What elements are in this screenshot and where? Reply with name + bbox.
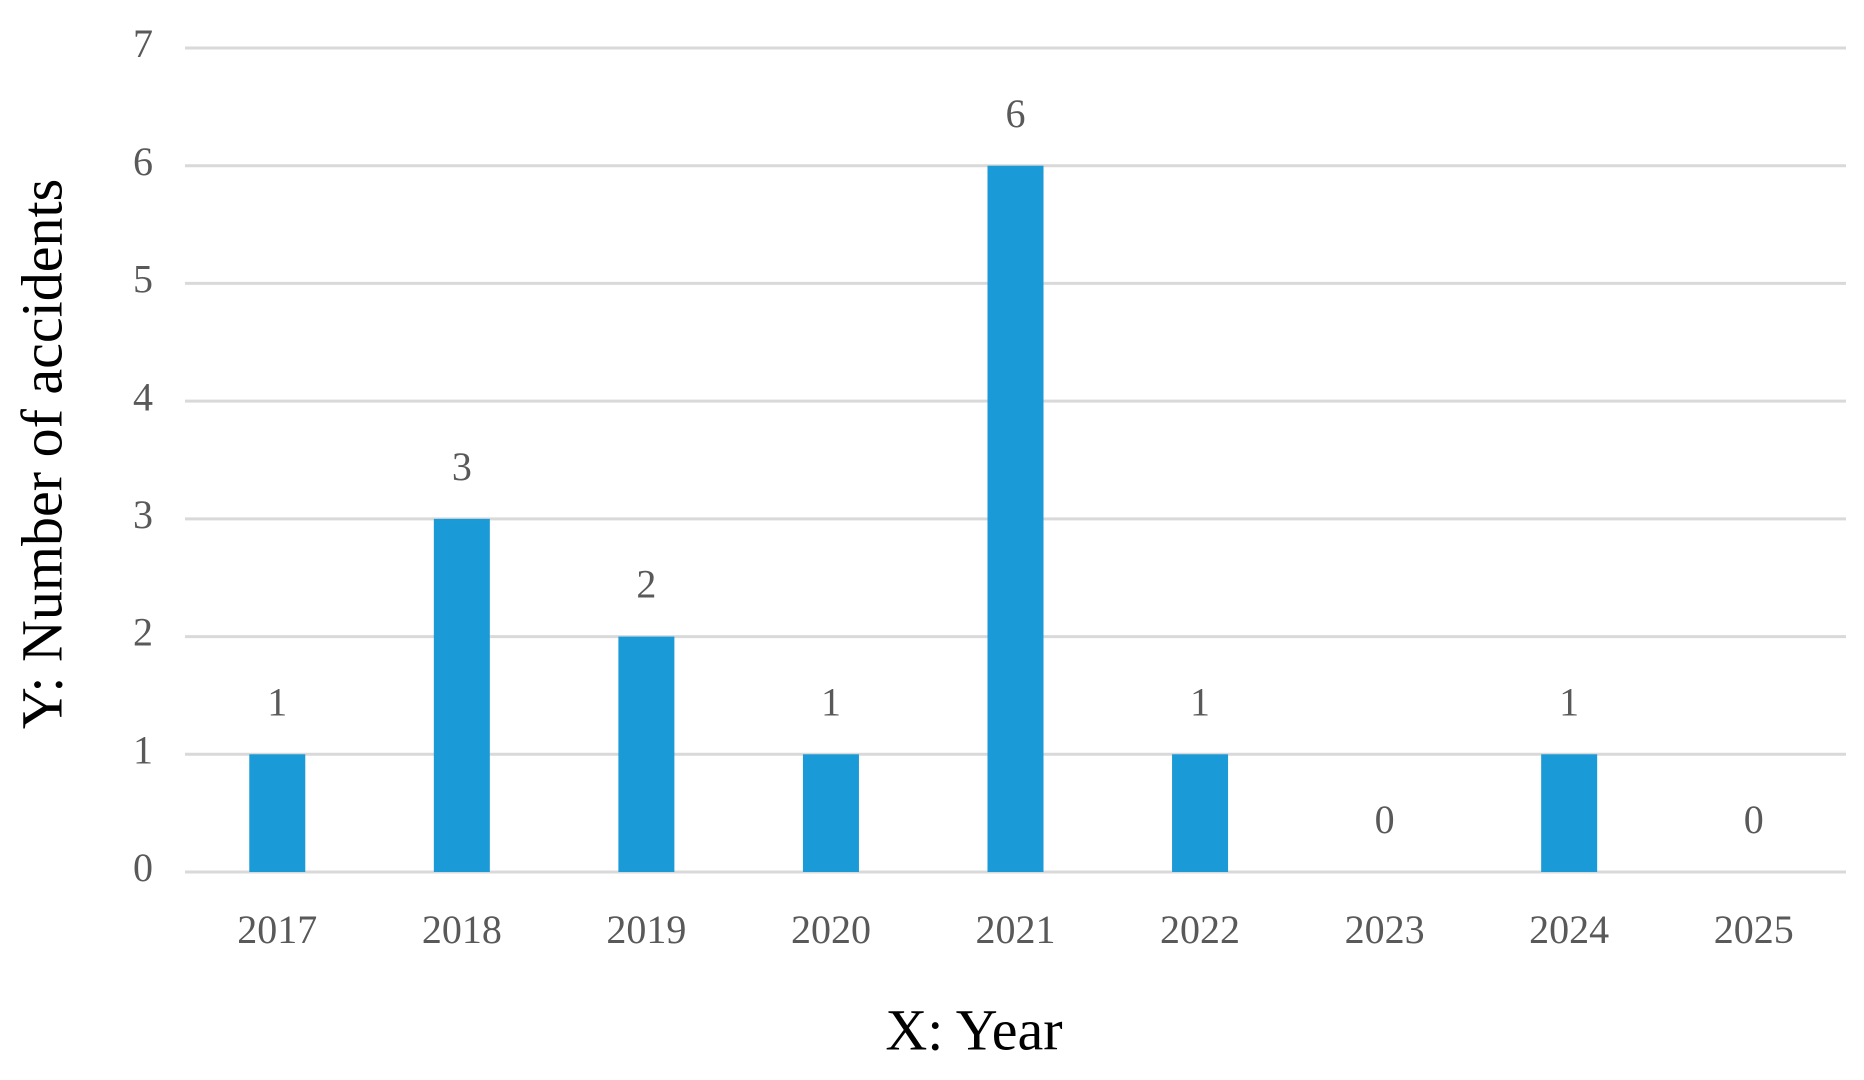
y-tick-label: 1 bbox=[133, 727, 153, 772]
bar bbox=[249, 754, 306, 872]
y-tick-label: 6 bbox=[133, 139, 153, 184]
value-label: 3 bbox=[452, 444, 472, 489]
bar bbox=[1541, 754, 1598, 872]
bar bbox=[1172, 754, 1229, 872]
bar bbox=[433, 518, 490, 872]
bar bbox=[618, 636, 675, 872]
x-tick-label: 2019 bbox=[606, 907, 686, 952]
y-tick-label: 4 bbox=[133, 374, 153, 419]
value-label: 0 bbox=[1744, 797, 1764, 842]
value-label: 6 bbox=[1006, 91, 1026, 136]
value-label: 1 bbox=[267, 679, 287, 724]
x-tick-label: 2021 bbox=[976, 907, 1056, 952]
x-tick-label: 2017 bbox=[237, 907, 317, 952]
x-tick-label: 2024 bbox=[1529, 907, 1609, 952]
y-tick-label: 3 bbox=[133, 492, 153, 537]
value-label: 2 bbox=[636, 562, 656, 607]
value-label: 1 bbox=[1190, 679, 1210, 724]
y-tick-label: 5 bbox=[133, 257, 153, 302]
y-axis-title: Y: Number of accidents bbox=[9, 179, 74, 729]
value-label: 1 bbox=[821, 679, 841, 724]
y-tick-label: 0 bbox=[133, 845, 153, 890]
x-tick-label: 2018 bbox=[422, 907, 502, 952]
y-tick-label: 2 bbox=[133, 610, 153, 655]
bar bbox=[802, 754, 859, 872]
bar bbox=[987, 165, 1044, 872]
x-tick-label: 2023 bbox=[1345, 907, 1425, 952]
value-label: 1 bbox=[1559, 679, 1579, 724]
x-tick-label: 2022 bbox=[1160, 907, 1240, 952]
x-tick-label: 2025 bbox=[1714, 907, 1794, 952]
y-tick-label: 7 bbox=[133, 21, 153, 66]
x-tick-label: 2020 bbox=[791, 907, 871, 952]
x-axis-title: X: Year bbox=[885, 997, 1062, 1062]
value-label: 0 bbox=[1375, 797, 1395, 842]
